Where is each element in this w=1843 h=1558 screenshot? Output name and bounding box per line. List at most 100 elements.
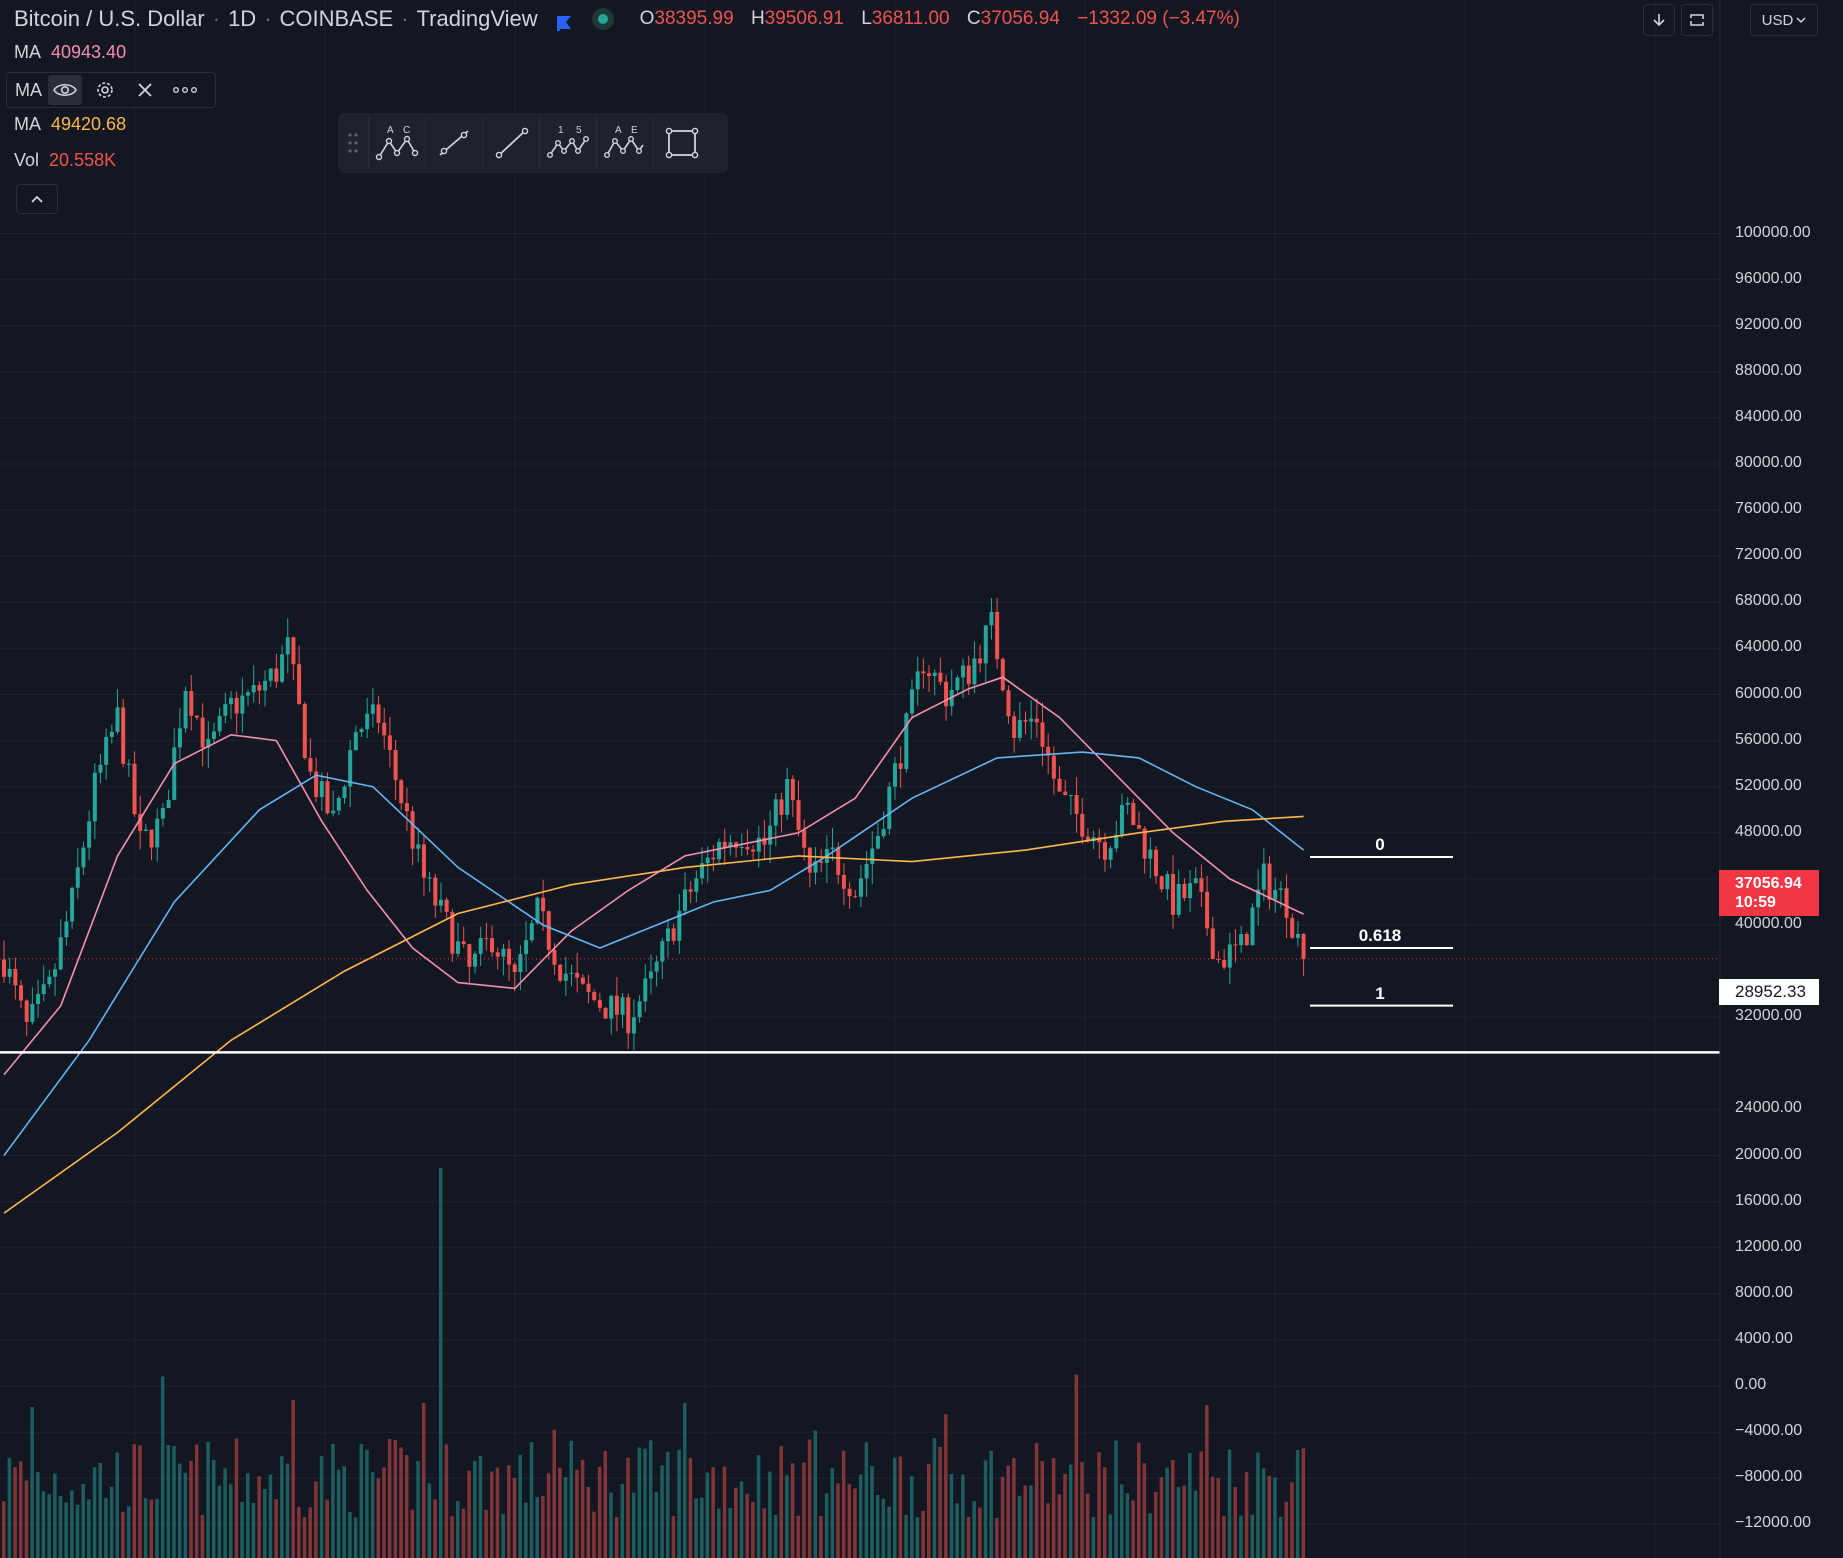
source-label: TradingView (416, 6, 538, 31)
candle-body (297, 664, 302, 705)
flag-icon[interactable] (556, 11, 572, 31)
volume-bar (98, 1462, 102, 1558)
candle-body (274, 668, 279, 682)
volume-bar (1227, 1449, 1232, 1558)
download-icon[interactable] (1643, 4, 1675, 36)
volume-bar (257, 1476, 261, 1558)
volume-bar (109, 1486, 114, 1558)
candle-body (200, 717, 205, 748)
candle-body (563, 973, 568, 981)
market-open-icon[interactable] (591, 8, 614, 30)
indicator-ma-1[interactable]: MA 40943.40 (14, 42, 127, 62)
volume-bar (1051, 1458, 1056, 1558)
candle-body (535, 897, 540, 924)
collapse-legend-button[interactable] (16, 184, 58, 214)
eye-icon[interactable] (48, 75, 82, 105)
volume-bar (274, 1499, 278, 1558)
volume-bar (853, 1488, 857, 1558)
candle-body (552, 949, 557, 965)
volume-bar (989, 1450, 993, 1558)
indicator-ma-2[interactable]: MA (6, 72, 216, 108)
volume-bar (177, 1463, 182, 1558)
candle-body (1068, 794, 1073, 796)
volume-bar (541, 1495, 545, 1558)
candlesticks (2, 597, 1306, 1051)
volume-bar (1267, 1475, 1272, 1558)
candle-body (359, 729, 364, 733)
trend-line-icon[interactable] (425, 117, 482, 169)
candle-body (580, 977, 585, 984)
candle-body (1301, 933, 1306, 959)
volume-bar (881, 1498, 886, 1558)
candle-body (132, 763, 137, 815)
volume-bar (631, 1492, 636, 1558)
candle-body (802, 829, 807, 848)
more-icon[interactable] (168, 75, 202, 105)
volume-bar (104, 1497, 108, 1558)
candle-body (64, 921, 69, 938)
candle-body (711, 857, 716, 860)
volume-bar (467, 1470, 471, 1558)
candle-body (143, 829, 148, 832)
candle-body (229, 697, 233, 705)
volume-bar (802, 1462, 806, 1558)
volume-bar (824, 1493, 829, 1558)
indicator-ma-3[interactable]: MA 49420.68 (14, 114, 127, 134)
candle-body (30, 1004, 35, 1022)
volume-bar (353, 1517, 358, 1558)
candle-body (1012, 716, 1017, 738)
indicator-volume[interactable]: Vol 20.558K (14, 150, 117, 170)
volume-bar (1159, 1477, 1164, 1558)
last-price-badge: 37056.94 10:59 (1719, 870, 1819, 916)
drag-handle-icon[interactable] (338, 113, 368, 173)
gear-icon[interactable] (88, 75, 122, 105)
candle-body (915, 671, 920, 690)
ma-1-value: 40943.40 (51, 42, 127, 62)
candle-body (246, 692, 251, 696)
price-axis-label: 56000.00 (1735, 730, 1802, 748)
volume-bar (1057, 1494, 1062, 1558)
volume-bar (1165, 1467, 1169, 1558)
symbol-name[interactable]: Bitcoin / U.S. Dollar (14, 6, 205, 31)
sync-icon[interactable] (1681, 4, 1713, 36)
candle-body (75, 867, 80, 888)
volume-bar (978, 1507, 982, 1558)
candle-body (887, 786, 892, 829)
volume-bar (410, 1509, 415, 1558)
candle-body (172, 747, 177, 800)
candle-body (1085, 836, 1090, 842)
support-line-badge[interactable]: 28952.33 (1719, 979, 1819, 1005)
volume-bar (518, 1454, 522, 1558)
rectangle-icon[interactable] (653, 117, 710, 169)
volume-value: 20.558K (49, 150, 117, 170)
ray-icon[interactable] (482, 117, 539, 169)
volume-bar (898, 1456, 903, 1558)
candle-body (263, 680, 268, 691)
candle-body (518, 954, 523, 973)
chevron-up-icon (31, 195, 43, 203)
candle-body (495, 952, 500, 957)
candle-body (285, 637, 290, 655)
volume-bar (1097, 1452, 1101, 1558)
volume-bar (586, 1487, 591, 1558)
candle-body (393, 749, 398, 781)
volume-bar (700, 1497, 704, 1558)
candle-body (104, 736, 109, 765)
currency-selector[interactable]: USD (1750, 4, 1818, 36)
price-axis-label: 24000.00 (1735, 1099, 1802, 1117)
price-axis-label: 32000.00 (1735, 1007, 1802, 1025)
volume-bar (887, 1506, 891, 1558)
volume-bar (722, 1466, 727, 1558)
close-icon[interactable] (128, 75, 162, 105)
fib-level-label: 0 (1375, 835, 1385, 854)
volume-bar (773, 1515, 778, 1558)
volume-bar (790, 1463, 795, 1558)
volume-bar (189, 1460, 193, 1558)
interval-label[interactable]: 1D (228, 6, 257, 31)
volume-bar (949, 1473, 954, 1558)
